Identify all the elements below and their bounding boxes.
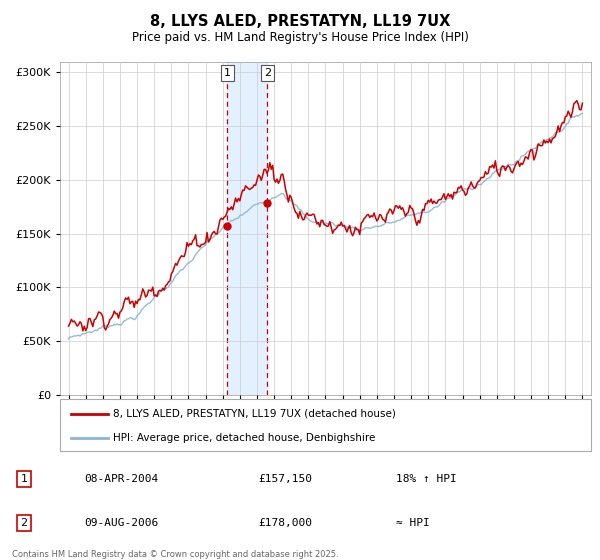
- Text: 2: 2: [264, 68, 271, 78]
- Text: 8, LLYS ALED, PRESTATYN, LL19 7UX (detached house): 8, LLYS ALED, PRESTATYN, LL19 7UX (detac…: [113, 409, 396, 419]
- Bar: [227, 62, 268, 395]
- Text: ≈ HPI: ≈ HPI: [396, 518, 430, 528]
- Text: Contains HM Land Registry data © Crown copyright and database right 2025.
This d: Contains HM Land Registry data © Crown c…: [12, 550, 338, 560]
- Text: 08-APR-2004: 08-APR-2004: [84, 474, 158, 484]
- Text: 1: 1: [224, 68, 231, 78]
- Text: 8, LLYS ALED, PRESTATYN, LL19 7UX: 8, LLYS ALED, PRESTATYN, LL19 7UX: [150, 14, 450, 29]
- Text: £157,150: £157,150: [258, 474, 312, 484]
- Text: £178,000: £178,000: [258, 518, 312, 528]
- Text: HPI: Average price, detached house, Denbighshire: HPI: Average price, detached house, Denb…: [113, 433, 376, 443]
- Text: 09-AUG-2006: 09-AUG-2006: [84, 518, 158, 528]
- Text: 2: 2: [20, 518, 28, 528]
- Text: Price paid vs. HM Land Registry's House Price Index (HPI): Price paid vs. HM Land Registry's House …: [131, 31, 469, 44]
- Text: 1: 1: [20, 474, 28, 484]
- Text: 18% ↑ HPI: 18% ↑ HPI: [396, 474, 457, 484]
